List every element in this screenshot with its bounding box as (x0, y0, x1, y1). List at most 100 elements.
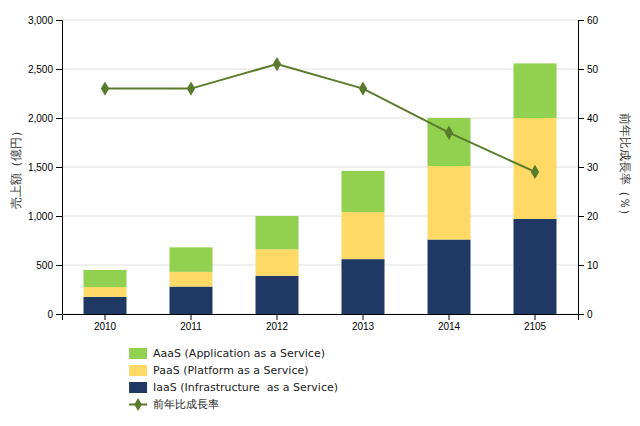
grid-line (62, 69, 578, 70)
tick-mark (578, 20, 584, 21)
tick: 10 (578, 260, 599, 271)
tick-label: 2013 (352, 321, 375, 332)
bar (256, 216, 299, 249)
tick-label: 3,000 (28, 15, 53, 26)
grid (62, 20, 578, 314)
tick-label: 2,000 (28, 113, 53, 124)
tick-mark (578, 118, 584, 119)
y2-axis: 0 10 20 30 40 50 60 (578, 15, 599, 320)
grid-line (62, 167, 578, 168)
tick-label: 30 (587, 162, 599, 173)
tick-label: 40 (587, 113, 599, 124)
tick-mark (363, 314, 364, 320)
bar (256, 249, 299, 275)
legend-label: PaaS (Platform as a Service) (153, 364, 308, 377)
line (105, 64, 535, 172)
tick-mark (56, 265, 62, 266)
tick-mark (535, 314, 536, 320)
tick-label: 2011 (180, 321, 202, 332)
y-axis: 0 500 1,000 1,500 2,000 2,500 3,000 (28, 15, 63, 320)
tick-label: 1,500 (28, 162, 53, 173)
tick-mark (105, 314, 106, 320)
tick-label: 1,000 (28, 211, 53, 222)
tick-label: 2,500 (28, 64, 53, 75)
legend-label: AaaS (Application as a Service) (153, 347, 325, 360)
x-axis: 2010 2011 2012 2013 2014 2105 (63, 314, 579, 332)
legend: AaaS (Application as a Service) PaaS (Pla… (129, 347, 338, 412)
plot: 20102011201220132014210505001,0001,5002,… (28, 15, 599, 332)
tick: 2,500 (28, 64, 62, 75)
marker (359, 81, 367, 95)
tick-mark (578, 314, 584, 315)
tick: 0 (47, 309, 62, 320)
bar (514, 118, 557, 219)
tick: 2012 (266, 314, 289, 332)
tick-label: 0 (47, 309, 53, 320)
y2-axis-line (579, 21, 585, 315)
bar-series (84, 63, 557, 287)
legend-label: 前年比成長率 (153, 398, 219, 411)
tick-mark (191, 314, 192, 320)
tick-mark (578, 69, 584, 70)
bar (256, 276, 299, 314)
marker (187, 81, 195, 95)
marker (445, 125, 453, 139)
tick-label: 500 (36, 260, 53, 271)
marker (101, 81, 109, 95)
tick-mark (578, 265, 584, 266)
y-axis-line (56, 21, 63, 315)
tick: 20 (578, 211, 599, 222)
grid-line (62, 265, 578, 266)
marker (531, 165, 539, 179)
bar (170, 287, 213, 314)
y-axis-title: 売上額（億円） (9, 125, 23, 209)
marks (84, 57, 557, 314)
bar-series (84, 219, 557, 314)
tick: 40 (578, 113, 599, 124)
tick-mark (56, 216, 62, 217)
tick: 500 (36, 260, 62, 271)
tick: 1,500 (28, 162, 62, 173)
legend-swatch-marker (134, 398, 142, 411)
bar (342, 259, 385, 314)
tick-label: 10 (587, 260, 599, 271)
tick: 2014 (438, 314, 461, 332)
legend-swatch (129, 348, 147, 359)
bar (84, 297, 127, 314)
tick-mark (56, 167, 62, 168)
marker (273, 57, 281, 71)
tick-mark (56, 20, 62, 21)
tick-label: 0 (587, 309, 593, 320)
bar (170, 272, 213, 287)
tick-label: 2012 (266, 321, 289, 332)
tick: 2010 (94, 314, 117, 332)
tick: 2105 (524, 314, 547, 332)
tick-label: 20 (587, 211, 599, 222)
bar (342, 212, 385, 259)
tick: 2013 (352, 314, 375, 332)
tick-mark (578, 216, 584, 217)
grid-line (62, 118, 578, 119)
tick-mark (56, 314, 62, 315)
legend-label: IaaS (Infrastructure as a Service) (153, 381, 338, 394)
grid-line (62, 20, 578, 21)
tick-mark (56, 118, 62, 119)
tick-mark (449, 314, 450, 320)
tick: 1,000 (28, 211, 62, 222)
tick-label: 50 (587, 64, 599, 75)
bar (428, 240, 471, 314)
tick-mark (56, 69, 62, 70)
bar (170, 247, 213, 271)
x-axis-line (63, 315, 579, 321)
legend-swatch (129, 365, 147, 376)
tick-label: 2105 (524, 321, 547, 332)
tick: 30 (578, 162, 599, 173)
legend-item: IaaS (Infrastructure as a Service) (129, 381, 338, 394)
legend-item: AaaS (Application as a Service) (129, 347, 325, 360)
legend-item: PaaS (Platform as a Service) (129, 364, 308, 377)
tick-mark (578, 167, 584, 168)
tick: 50 (578, 64, 599, 75)
markers (101, 57, 539, 179)
tick-label: 2014 (438, 321, 461, 332)
tick: 60 (578, 15, 599, 26)
